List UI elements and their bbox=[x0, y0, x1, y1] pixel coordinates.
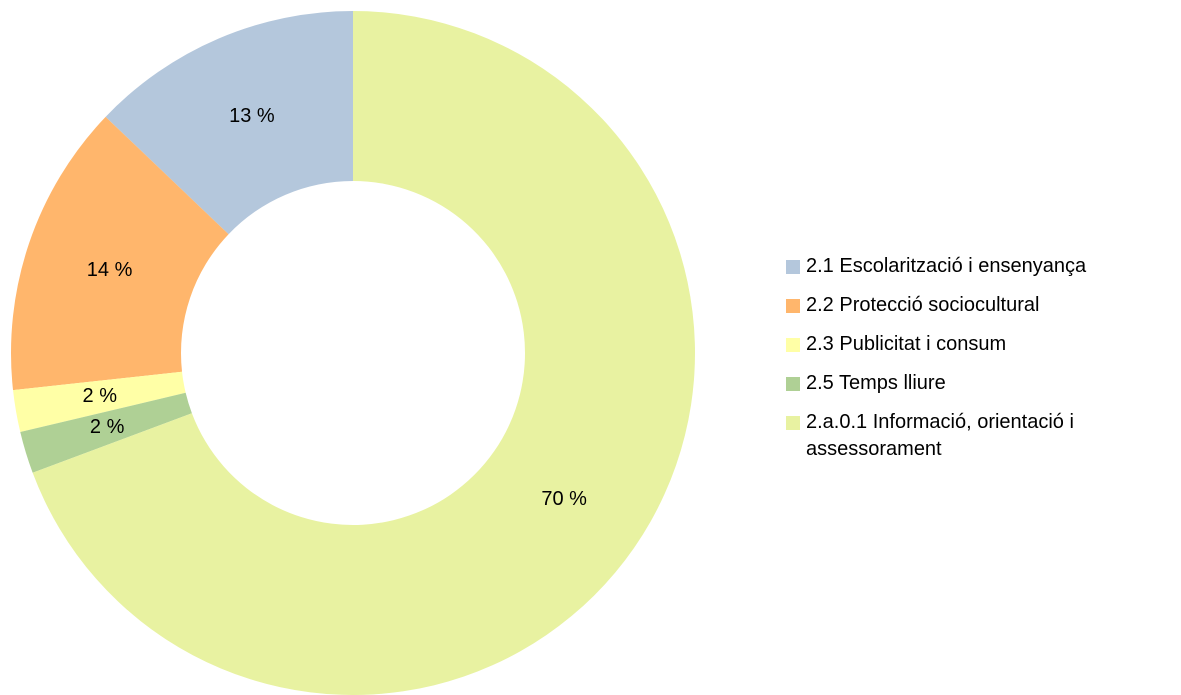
legend-item: 2.5 Temps lliure bbox=[786, 370, 1176, 397]
legend-label: 2.a.0.1 Informació, orientació i assesso… bbox=[806, 411, 1074, 460]
legend-item: 2.1 Escolarització i ensenyança bbox=[786, 253, 1176, 280]
data-label: 2 % bbox=[90, 416, 125, 438]
data-label: 13 % bbox=[229, 105, 275, 127]
legend-swatch bbox=[786, 377, 800, 391]
legend-swatch bbox=[786, 338, 800, 352]
legend-label: 2.3 Publicitat i consum bbox=[806, 333, 1007, 355]
legend: 2.1 Escolarització i ensenyança 2.2 Prote… bbox=[786, 253, 1176, 475]
donut-slice bbox=[32, 11, 695, 695]
legend-item: 2.2 Protecció sociocultural bbox=[786, 292, 1176, 319]
legend-swatch bbox=[786, 299, 800, 313]
data-label: 2 % bbox=[83, 385, 118, 407]
data-label: 14 % bbox=[87, 259, 133, 281]
legend-swatch bbox=[786, 260, 800, 274]
donut-slice bbox=[20, 392, 192, 473]
data-label: 70 % bbox=[541, 488, 587, 510]
donut-slice bbox=[105, 11, 354, 235]
donut-slice bbox=[13, 371, 186, 433]
legend-item: 2.a.0.1 Informació, orientació i assesso… bbox=[786, 409, 1176, 463]
legend-item: 2.3 Publicitat i consum bbox=[786, 331, 1176, 358]
donut-slice bbox=[10, 116, 229, 391]
legend-swatch bbox=[786, 416, 800, 430]
legend-label: 2.1 Escolarització i ensenyança bbox=[806, 255, 1087, 277]
legend-label: 2.2 Protecció sociocultural bbox=[806, 294, 1040, 316]
legend-label: 2.5 Temps lliure bbox=[806, 372, 946, 394]
